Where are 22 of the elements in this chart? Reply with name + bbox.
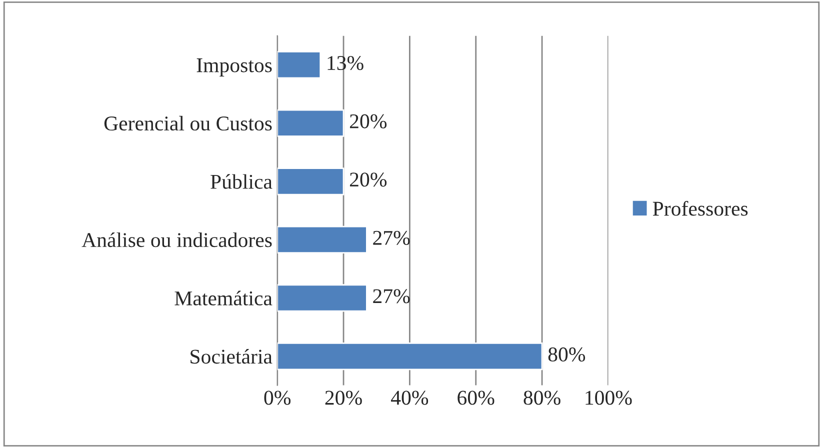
x-tick-label: 100% <box>586 390 632 405</box>
x-tick-label: 40% <box>391 390 428 405</box>
bar <box>277 284 368 312</box>
x-tick-label: 60% <box>458 390 494 405</box>
y-tick-label: Societária <box>190 349 272 364</box>
x-tick-label: 20% <box>325 390 362 405</box>
data-label: 20% <box>350 114 387 128</box>
bar <box>277 51 322 79</box>
x-tick-label: 0% <box>264 390 291 405</box>
bar <box>277 226 368 254</box>
x-tick-label: 80% <box>524 390 560 405</box>
y-tick-label: Análise ou indicadores <box>82 232 272 248</box>
y-tick-label: Impostos <box>196 58 272 77</box>
data-label: 20% <box>350 172 387 187</box>
y-tick-label: Gerencial ou Custos <box>104 116 272 131</box>
y-tick-label: Matemática <box>174 290 272 306</box>
bar <box>277 342 543 370</box>
data-label: 80% <box>548 347 586 362</box>
y-tick-label: Pública <box>210 174 272 189</box>
bar <box>277 168 344 196</box>
bar <box>277 109 344 137</box>
legend-label: Professores <box>652 200 748 216</box>
